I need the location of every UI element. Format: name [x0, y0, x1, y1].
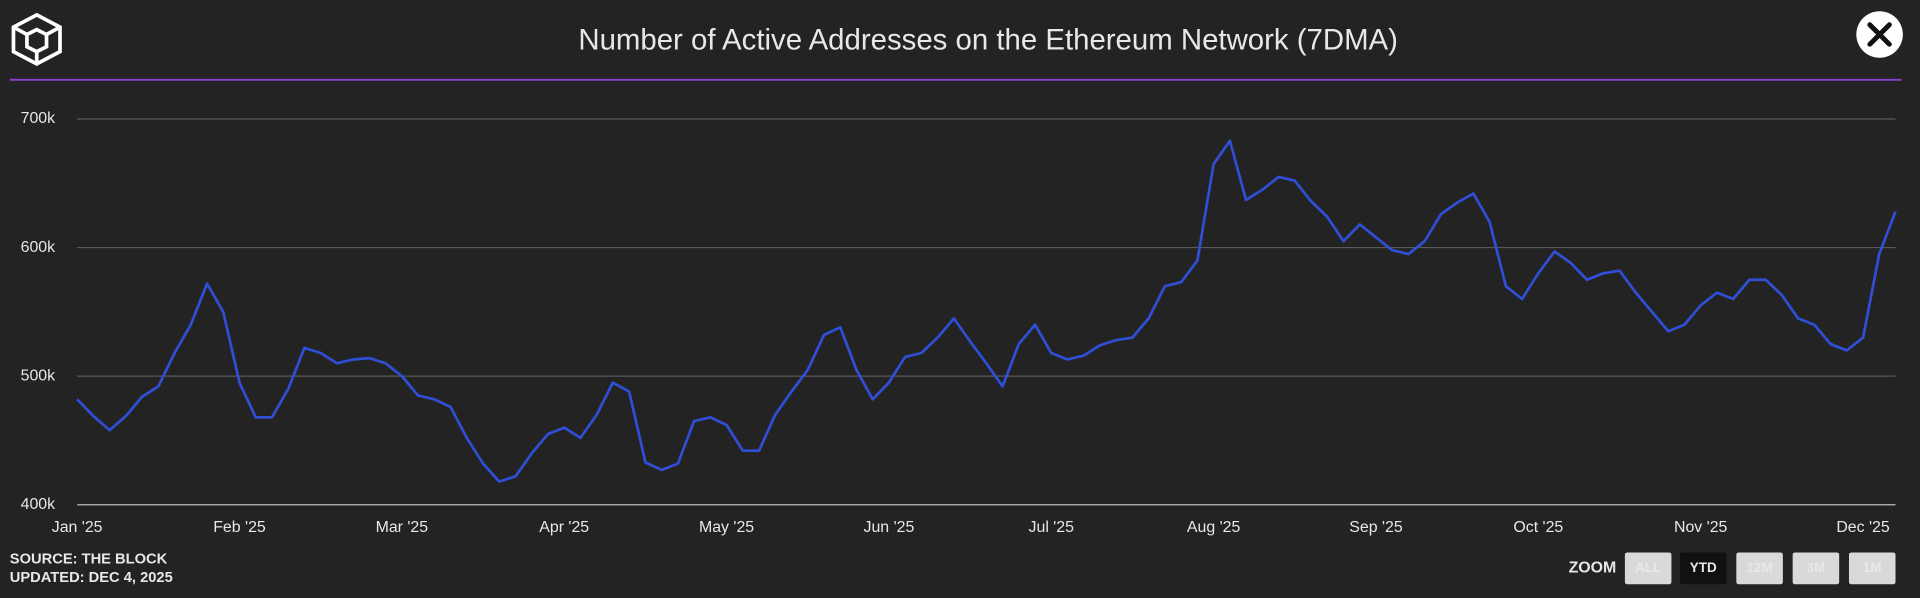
- zoom-button[interactable]: 3M: [1792, 552, 1840, 585]
- chart-title: Number of Active Addresses on the Ethere…: [578, 24, 1398, 57]
- zoom-button[interactable]: 1M: [1848, 552, 1896, 585]
- x-tick-label: Sep '25: [1349, 519, 1403, 536]
- y-tick-label: 500k: [21, 367, 56, 384]
- close-button[interactable]: [1856, 11, 1903, 58]
- x-tick-label: Dec '25: [1836, 519, 1890, 536]
- zoom-button-label: ALL: [1635, 560, 1661, 575]
- x-tick-label: Aug '25: [1187, 519, 1241, 536]
- zoom-button[interactable]: ALL: [1624, 552, 1672, 585]
- zoom-label: ZOOM: [1569, 560, 1617, 577]
- y-tick-label: 400k: [21, 496, 56, 513]
- updated-text: UPDATED: DEC 4, 2025: [10, 570, 173, 586]
- data-line: [76, 139, 1897, 483]
- zoom-button-bg: [1680, 552, 1727, 585]
- y-tick-label: 600k: [21, 239, 56, 256]
- y-tick-label: 700k: [21, 110, 56, 127]
- x-tick-label: Feb '25: [213, 519, 266, 536]
- x-tick-label: Mar '25: [376, 519, 429, 536]
- x-tick-label: Jan '25: [52, 519, 103, 536]
- zoom-button-label: 3M: [1807, 560, 1826, 575]
- x-tick-label: Jun '25: [864, 519, 915, 536]
- x-tick-label: May '25: [699, 519, 754, 536]
- zoom-button[interactable]: 12M: [1736, 552, 1783, 585]
- zoom-button[interactable]: YTD: [1680, 552, 1727, 585]
- x-tick-label: Jul '25: [1029, 519, 1075, 536]
- zoom-button-bg: [1736, 552, 1783, 585]
- zoom-button-bg: [1624, 552, 1672, 585]
- x-tick-label: Apr '25: [539, 519, 589, 536]
- zoom-button-label: 12M: [1747, 560, 1773, 575]
- zoom-button-label: 1M: [1863, 560, 1882, 575]
- x-tick-label: Nov '25: [1674, 519, 1728, 536]
- zoom-button-label: YTD: [1690, 560, 1717, 575]
- logo: [11, 12, 62, 66]
- zoom-button-bg: [1848, 552, 1896, 585]
- source-text: SOURCE: THE BLOCK: [10, 552, 168, 568]
- zoom-button-bg: [1792, 552, 1840, 585]
- x-tick-label: Oct '25: [1513, 519, 1563, 536]
